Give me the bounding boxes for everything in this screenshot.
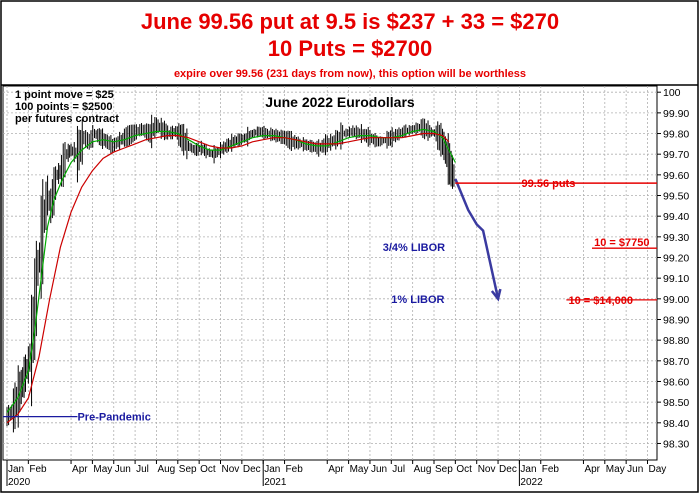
x-tick-label: Oct: [200, 464, 216, 475]
x-tick-label: Aug: [414, 464, 432, 475]
x-tick-label: Jun: [115, 464, 131, 475]
header-line2: 10 Puts = $2700: [268, 36, 433, 61]
libor-one-percent-label: 1% LIBOR: [391, 294, 444, 306]
x-tick-label: Nov: [222, 464, 240, 475]
x-tick-label: Jul: [136, 464, 149, 475]
year-label: 2020: [8, 477, 31, 488]
x-tick-label: Apr: [72, 464, 88, 475]
x-tick-label: May: [93, 464, 112, 475]
y-tick-label: 99.70: [663, 149, 689, 161]
plot-area: [2, 85, 658, 461]
x-tick-label: Jan: [520, 464, 536, 475]
header-line1: June 99.56 put at 9.5 is $237 + 33 = $27…: [141, 9, 559, 34]
x-tick-label: Jan: [264, 464, 280, 475]
x-tick-label: Jun: [371, 464, 387, 475]
y-tick-label: 99.90: [663, 108, 689, 120]
y-tick-label: 98.40: [663, 418, 689, 430]
x-tick-label: Sep: [435, 464, 453, 475]
payoff-7750-label: 10 = $7750: [594, 237, 649, 249]
x-tick-label: Jul: [392, 464, 405, 475]
projection-arrowhead: [490, 288, 502, 302]
payoff-14000-label: 10 = $14,000: [569, 295, 634, 307]
y-tick-label: 98.70: [663, 356, 689, 368]
x-tick-label: Apr: [584, 464, 600, 475]
year-label: 2021: [264, 477, 287, 488]
y-tick-label: 98.50: [663, 397, 689, 409]
pre-pandemic-label: Pre-Pandemic: [77, 412, 150, 424]
chart-title: June 2022 Eurodollars: [265, 94, 415, 110]
x-tick-label: May: [350, 464, 369, 475]
x-tick-label: Oct: [456, 464, 472, 475]
grid: [3, 86, 657, 460]
y-tick-label: 98.80: [663, 335, 689, 347]
x-axis: Jan Feb Apr May Jun Jul Aug Sep Oct Nov Dec Jan Feb A…: [6, 460, 667, 488]
y-tick-label: 99.50: [663, 191, 689, 203]
y-tick-label: 99.10: [663, 273, 689, 285]
x-tick-label: Dec: [243, 464, 261, 475]
note-hundred-points: 100 points = $2500: [15, 101, 113, 113]
x-tick-label: Aug: [157, 464, 175, 475]
y-tick-label: 99.40: [663, 211, 689, 223]
x-tick-label: May: [606, 464, 625, 475]
x-tick-label: Feb: [542, 464, 560, 475]
y-tick-label: 98.90: [663, 314, 689, 326]
y-tick-label: 99.80: [663, 129, 689, 141]
note-per-contract: per futures contract: [15, 113, 119, 125]
projection-arrow: [454, 178, 500, 300]
y-tick-label: 99.30: [663, 232, 689, 244]
libor-three-quarter-label: 3/4% LIBOR: [383, 242, 445, 254]
x-tick-label: Feb: [29, 464, 47, 475]
y-tick-label: 100: [663, 87, 681, 99]
y-tick-label: 98.30: [663, 438, 689, 450]
x-tick-label: Jun: [627, 464, 643, 475]
x-tick-label: Nov: [478, 464, 496, 475]
put-strike-label: 99.56 puts: [522, 178, 576, 190]
y-tick-label: 99.60: [663, 170, 689, 182]
note-point-value: 1 point move = $25: [15, 89, 114, 101]
x-tick-label: Day: [649, 464, 667, 475]
y-tick-label: 99.00: [663, 294, 689, 306]
x-tick-label: Jan: [8, 464, 24, 475]
x-tick-label: Feb: [286, 464, 304, 475]
x-tick-label: Dec: [499, 464, 517, 475]
year-label: 2022: [520, 477, 543, 488]
y-tick-label: 98.60: [663, 376, 689, 388]
y-axis: 98.30 98.40 98.50 98.60 98.70 98.80 98.90 99.00…: [657, 87, 689, 450]
y-tick-label: 99.20: [663, 253, 689, 265]
x-tick-label: Apr: [328, 464, 344, 475]
series-layer: [6, 114, 502, 433]
x-tick-label: Sep: [179, 464, 197, 475]
long-moving-average-line: [6, 132, 450, 424]
header-line3: expire over 99.56 (231 days from now), t…: [174, 68, 526, 80]
